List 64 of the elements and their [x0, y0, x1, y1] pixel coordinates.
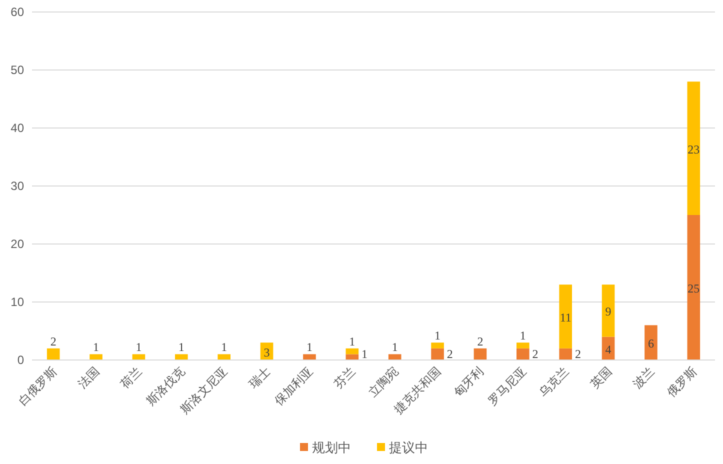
- x-tick-label: 荷兰: [118, 364, 145, 392]
- y-tick-label: 30: [10, 179, 24, 193]
- bar: [516, 342, 530, 348]
- bar: [516, 348, 530, 360]
- data-label: 2: [50, 334, 56, 348]
- bar: [687, 215, 700, 360]
- x-tick-label: 芬兰: [331, 364, 358, 392]
- bar: [644, 325, 658, 360]
- x-tick-label: 匈牙利: [450, 364, 486, 400]
- x-tick-label: 英国: [588, 364, 614, 392]
- bar: [602, 284, 615, 337]
- legend-label: 提议中: [389, 440, 428, 455]
- data-label: 1: [362, 347, 368, 361]
- data-label: 1: [520, 328, 526, 343]
- data-label: 25: [688, 282, 700, 296]
- bar: [46, 348, 60, 360]
- data-label: 2: [532, 347, 538, 361]
- data-label: 1: [136, 340, 142, 354]
- legend-label: 规划中: [312, 440, 351, 455]
- data-label: 1: [349, 334, 356, 348]
- data-label: 1: [306, 340, 312, 354]
- y-tick-label: 10: [10, 295, 24, 309]
- y-tick-label: 50: [10, 63, 24, 77]
- bar: [474, 348, 487, 360]
- data-label: 3: [264, 345, 270, 360]
- bar: [431, 348, 444, 360]
- x-tick-label: 瑞士: [246, 364, 273, 392]
- bar: [388, 354, 402, 360]
- bar: [346, 348, 359, 354]
- x-tick-label: 波兰: [630, 364, 658, 392]
- x-tick-label: 俄罗斯: [664, 364, 700, 400]
- data-label: 1: [178, 340, 184, 354]
- data-label: 9: [605, 304, 612, 319]
- x-tick-label: 白俄罗斯: [16, 364, 60, 408]
- data-label: 1: [221, 340, 228, 354]
- bar: [303, 354, 316, 360]
- data-label: 2: [574, 347, 581, 361]
- data-label: 23: [688, 142, 700, 156]
- bar: [218, 354, 230, 360]
- bar: [132, 354, 146, 360]
- x-tick-label: 罗马尼亚: [485, 364, 530, 408]
- bar: [559, 348, 572, 360]
- data-label: 1: [392, 340, 398, 354]
- x-tick-label: 保加利亚: [272, 364, 316, 408]
- bar: [175, 354, 188, 360]
- bar: [431, 342, 444, 348]
- y-tick-label: 0: [17, 353, 24, 367]
- data-label: 2: [446, 347, 453, 361]
- y-tick-label: 40: [10, 121, 24, 135]
- bar: [90, 354, 102, 360]
- x-tick-label: 乌克兰: [536, 364, 572, 400]
- data-label: 6: [648, 336, 654, 351]
- x-tick-label: 立陶宛: [366, 364, 401, 400]
- data-label: 4: [605, 342, 612, 356]
- bar: [559, 284, 572, 348]
- data-label: 1: [434, 328, 441, 343]
- y-tick-label: 20: [10, 237, 24, 251]
- bar: [687, 82, 700, 215]
- x-tick-label: 法国: [75, 364, 102, 392]
- bar: [346, 354, 359, 360]
- data-label: 2: [477, 334, 484, 348]
- y-tick-label: 60: [10, 5, 24, 19]
- data-label: 1: [93, 340, 100, 354]
- data-label: 11: [560, 310, 572, 324]
